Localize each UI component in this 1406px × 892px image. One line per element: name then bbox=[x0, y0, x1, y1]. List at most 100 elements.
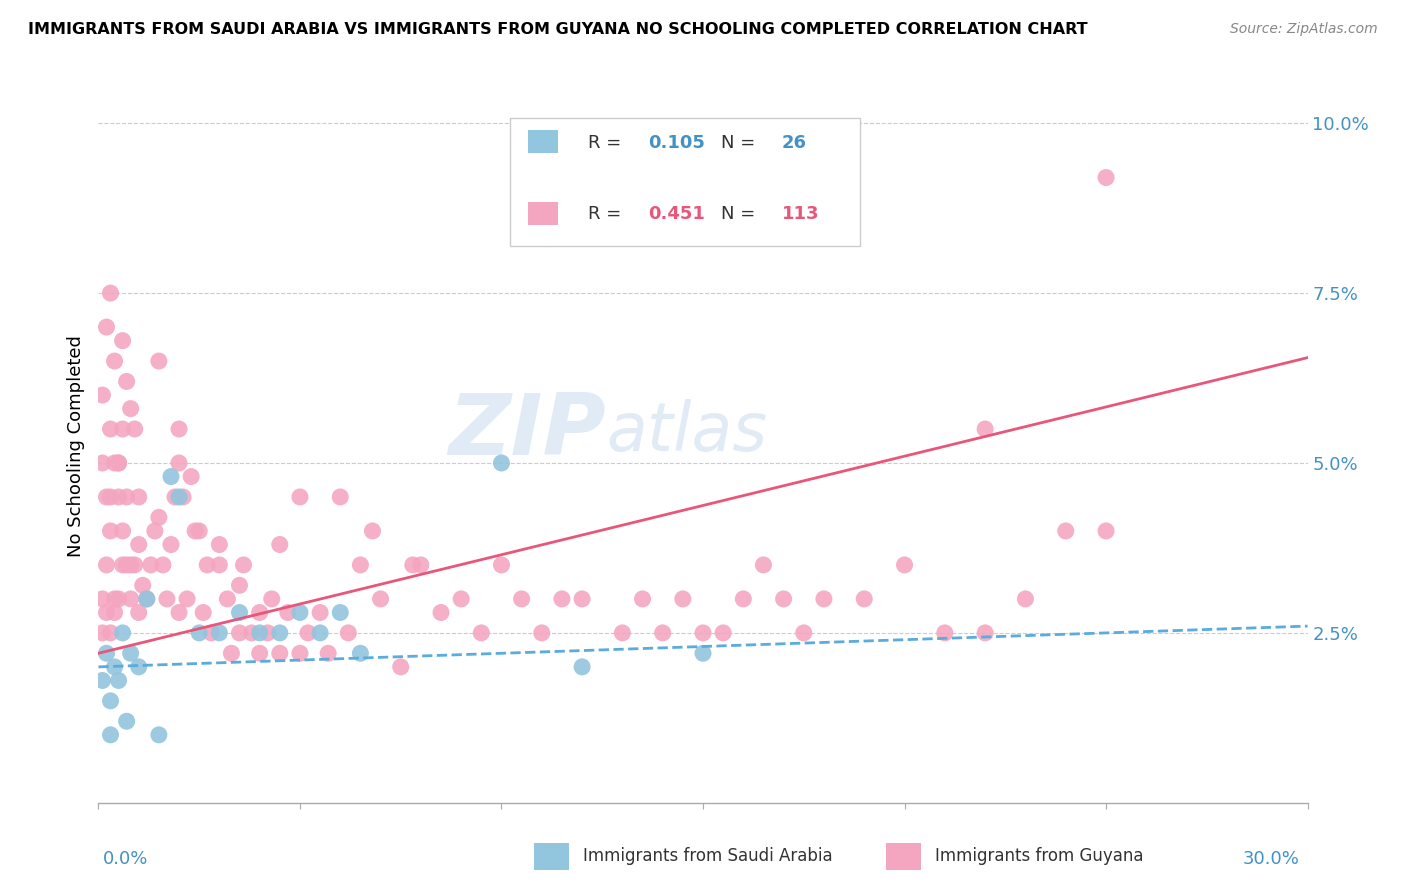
Point bbox=[107, 456, 129, 470]
Point bbox=[120, 646, 142, 660]
Point bbox=[510, 591, 533, 606]
Text: Immigrants from Saudi Arabia: Immigrants from Saudi Arabia bbox=[583, 847, 834, 865]
Point bbox=[100, 626, 122, 640]
Point bbox=[111, 422, 134, 436]
Point bbox=[409, 558, 432, 572]
Point bbox=[1054, 524, 1077, 538]
Point bbox=[711, 626, 734, 640]
Text: N =: N = bbox=[721, 205, 761, 223]
Text: 26: 26 bbox=[782, 134, 807, 152]
Text: Immigrants from Guyana: Immigrants from Guyana bbox=[935, 847, 1143, 865]
Point bbox=[349, 646, 371, 660]
Point bbox=[571, 591, 593, 606]
Text: 30.0%: 30.0% bbox=[1243, 850, 1299, 869]
Point bbox=[107, 673, 129, 688]
Point bbox=[288, 646, 311, 660]
Point bbox=[139, 558, 162, 572]
Point bbox=[115, 558, 138, 572]
Point bbox=[208, 626, 231, 640]
Text: 113: 113 bbox=[782, 205, 820, 223]
Point bbox=[1014, 591, 1036, 606]
Point bbox=[143, 524, 166, 538]
Point bbox=[167, 422, 190, 436]
Text: R =: R = bbox=[588, 134, 627, 152]
Point bbox=[200, 626, 222, 640]
Point bbox=[103, 354, 125, 368]
Point bbox=[288, 490, 311, 504]
Point bbox=[160, 537, 183, 551]
Point bbox=[269, 537, 291, 551]
Text: atlas: atlas bbox=[606, 399, 768, 465]
Point bbox=[752, 558, 775, 572]
Point bbox=[96, 320, 118, 334]
Point bbox=[103, 660, 125, 674]
Point bbox=[491, 456, 513, 470]
Text: ZIP: ZIP bbox=[449, 390, 606, 474]
Point bbox=[288, 606, 311, 620]
FancyBboxPatch shape bbox=[509, 118, 860, 246]
Point bbox=[176, 591, 198, 606]
Point bbox=[180, 469, 202, 483]
Point bbox=[107, 591, 129, 606]
Point bbox=[124, 558, 146, 572]
Point bbox=[249, 646, 271, 660]
Point bbox=[128, 537, 150, 551]
Point bbox=[551, 591, 574, 606]
Point bbox=[309, 626, 332, 640]
Point bbox=[124, 422, 146, 436]
Point bbox=[128, 660, 150, 674]
Point bbox=[370, 591, 392, 606]
Point bbox=[115, 714, 138, 729]
Point bbox=[128, 490, 150, 504]
Point bbox=[228, 578, 250, 592]
Point bbox=[167, 490, 190, 504]
Point bbox=[107, 490, 129, 504]
Point bbox=[228, 606, 250, 620]
Point bbox=[692, 646, 714, 660]
Point bbox=[103, 606, 125, 620]
Point bbox=[100, 524, 122, 538]
Point bbox=[96, 558, 118, 572]
Point bbox=[329, 490, 352, 504]
Point bbox=[100, 694, 122, 708]
Point bbox=[361, 524, 384, 538]
Point bbox=[100, 422, 122, 436]
Text: 0.451: 0.451 bbox=[648, 205, 706, 223]
Point bbox=[530, 626, 553, 640]
Point bbox=[329, 606, 352, 620]
Text: Source: ZipAtlas.com: Source: ZipAtlas.com bbox=[1230, 22, 1378, 37]
Point bbox=[111, 524, 134, 538]
Point bbox=[491, 558, 513, 572]
Point bbox=[91, 591, 114, 606]
Point bbox=[249, 626, 271, 640]
Point bbox=[132, 578, 155, 592]
Point bbox=[193, 606, 215, 620]
Point bbox=[100, 490, 122, 504]
Point bbox=[260, 591, 283, 606]
FancyBboxPatch shape bbox=[527, 130, 558, 153]
Point bbox=[221, 646, 243, 660]
Point bbox=[91, 626, 114, 640]
Point bbox=[148, 510, 170, 524]
Point bbox=[195, 558, 218, 572]
Point bbox=[430, 606, 453, 620]
Point bbox=[1095, 170, 1118, 185]
Point bbox=[120, 591, 142, 606]
Point bbox=[100, 286, 122, 301]
Text: 0.105: 0.105 bbox=[648, 134, 706, 152]
Point bbox=[240, 626, 263, 640]
Point bbox=[120, 401, 142, 416]
Point bbox=[208, 558, 231, 572]
Point bbox=[100, 728, 122, 742]
Point bbox=[96, 646, 118, 660]
Point bbox=[111, 334, 134, 348]
Point bbox=[793, 626, 815, 640]
Point bbox=[470, 626, 492, 640]
Point bbox=[156, 591, 179, 606]
Point bbox=[135, 591, 157, 606]
Point bbox=[184, 524, 207, 538]
FancyBboxPatch shape bbox=[527, 202, 558, 225]
Text: N =: N = bbox=[721, 134, 761, 152]
Point bbox=[450, 591, 472, 606]
Point bbox=[337, 626, 360, 640]
